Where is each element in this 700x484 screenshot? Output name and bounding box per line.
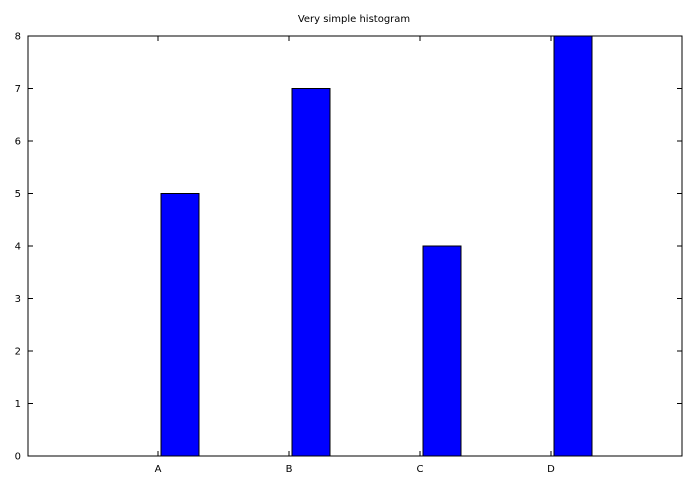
- x-tick-label: B: [286, 464, 293, 475]
- y-tick-label: 3: [15, 294, 21, 305]
- x-tick-label: C: [417, 464, 424, 475]
- chart-title: Very simple histogram: [298, 14, 410, 25]
- bar-D: [553, 35, 593, 457]
- bar-A: [160, 193, 200, 457]
- plot-frame: [27, 35, 683, 457]
- y-axis: 0 1 2 3 4 5 6 7 8: [15, 32, 682, 463]
- y-tick-label: 1: [15, 399, 21, 410]
- x-tick-label: A: [155, 464, 162, 475]
- bar-C: [422, 245, 462, 457]
- y-tick-label: 0: [15, 452, 21, 463]
- y-tick-label: 7: [15, 84, 21, 95]
- y-tick-label: 8: [15, 32, 21, 43]
- y-tick-label: 2: [15, 347, 21, 358]
- y-tick-label: 4: [15, 242, 21, 253]
- y-tick-label: 5: [15, 189, 21, 200]
- y-tick-label: 6: [15, 137, 21, 148]
- bars: [160, 35, 593, 457]
- x-tick-label: D: [547, 464, 555, 475]
- bar-B: [291, 88, 331, 457]
- x-axis: A B C D: [155, 36, 555, 475]
